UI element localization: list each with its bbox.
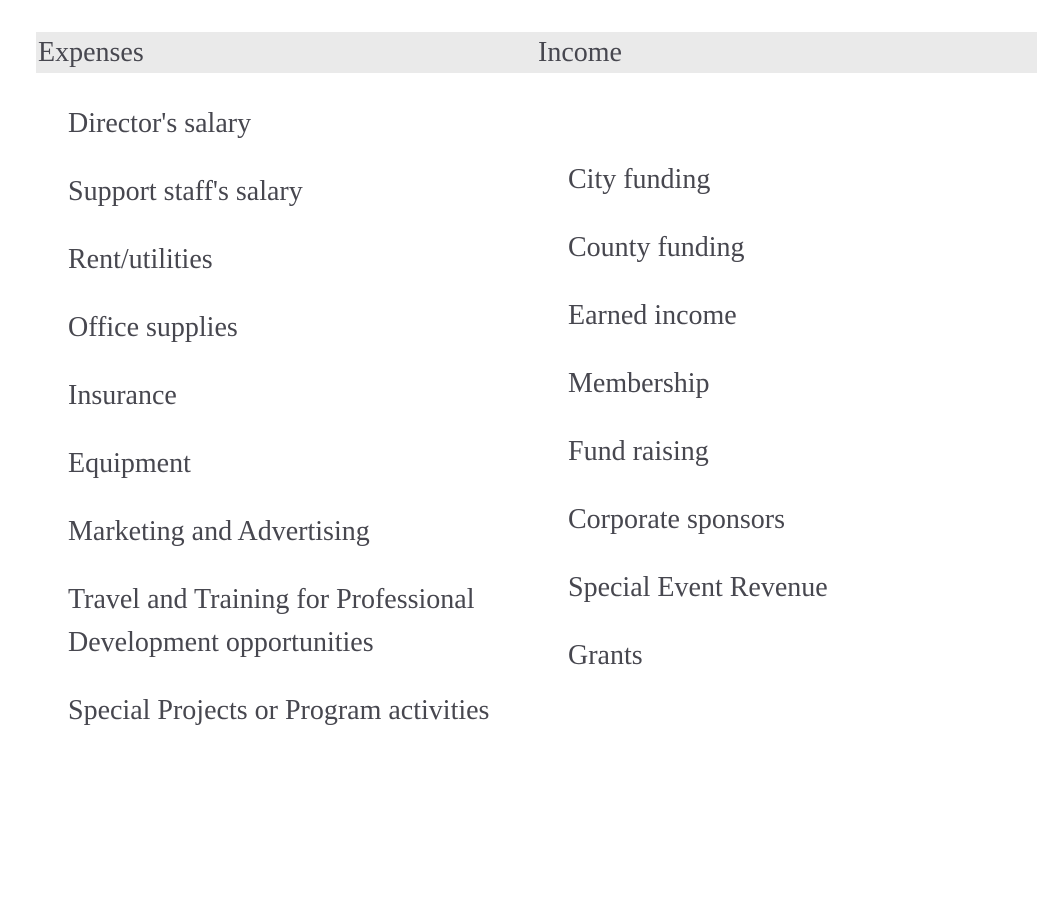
income-item: Corporate sponsors	[568, 503, 785, 535]
expense-item: Rent/utilities	[68, 244, 213, 275]
table-body-row: Director's salary Support staff's salary…	[36, 73, 1037, 761]
expenses-column-header: Expenses	[38, 36, 144, 68]
table-header-row: Expenses Income	[36, 32, 1037, 73]
income-item: Membership	[568, 367, 710, 399]
expense-item: Support staff's salary	[68, 176, 303, 207]
income-list: City funding County funding Earned incom…	[536, 73, 1037, 761]
income-item: Special Event Revenue	[568, 571, 828, 603]
expense-item: Special Projects or Program activities	[68, 695, 490, 726]
expenses-list: Director's salary Support staff's salary…	[36, 73, 536, 761]
income-item: Earned income	[568, 299, 737, 331]
expense-item: Insurance	[68, 380, 177, 411]
expense-item: Marketing and Advertising	[68, 516, 370, 547]
budget-table: Expenses Income Director's salary Suppor…	[36, 32, 1037, 761]
income-item: Grants	[568, 639, 643, 671]
expense-item: Office supplies	[68, 312, 238, 343]
expense-item: Equipment	[68, 448, 191, 479]
income-item: County funding	[568, 231, 745, 263]
income-item: Fund raising	[568, 435, 709, 467]
expense-item: Director's salary	[68, 108, 252, 139]
income-column-header: Income	[538, 36, 622, 68]
income-item: City funding	[568, 163, 711, 195]
expense-item: Travel and Training for Professional Dev…	[68, 584, 475, 658]
